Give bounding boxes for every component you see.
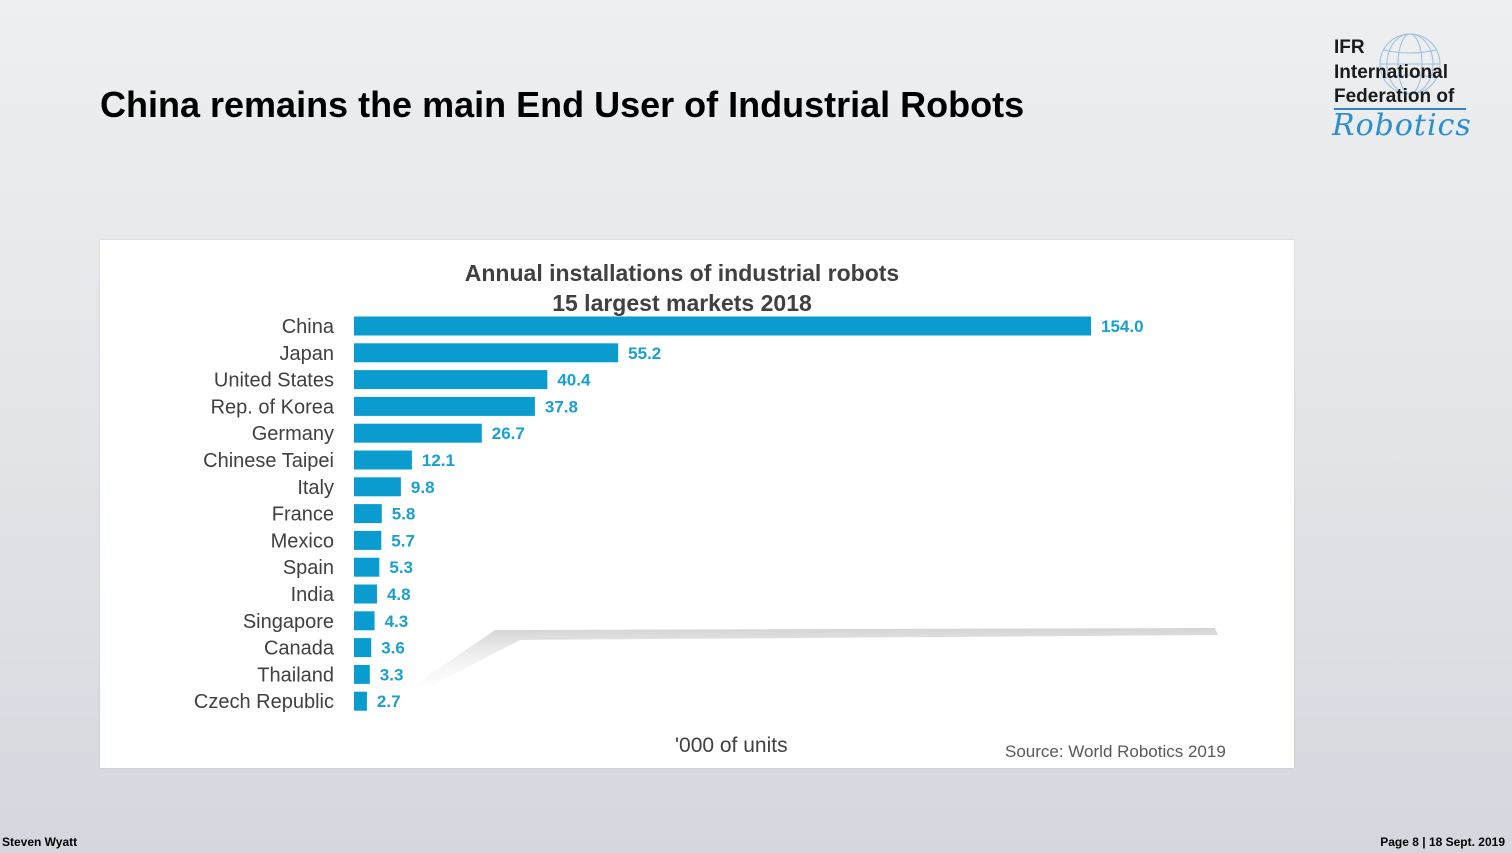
category-label: Chinese Taipei [203,450,334,472]
category-label: Canada [264,638,335,660]
bar [354,316,1091,336]
bar [354,530,382,550]
value-label: 5.3 [389,558,413,577]
chart-subtitle: 15 largest markets 2018 [552,290,812,316]
source-note: Source: World Robotics 2019 [1005,742,1226,761]
category-label: Czech Republic [194,691,334,713]
value-label: 9.8 [411,478,435,497]
page-number: Page 8 | 18 Sept. 2019 [1380,835,1505,849]
value-label: 5.8 [392,505,416,524]
value-label: 12.1 [422,451,455,470]
logo-robotics-script: Robotics [1332,108,1472,143]
chart-title: Annual installations of industrial robot… [464,260,900,286]
category-label: Spain [283,557,334,579]
value-label: 26.7 [492,424,525,443]
category-label: Italy [297,477,334,499]
ifr-logo: IFR International Federation of Robotics [1330,30,1500,145]
value-label: 40.4 [557,371,591,390]
presenter-name: Steven Wyatt [2,835,78,849]
bar-chart: China 154.0 Japan 55.2 United States 40.4 Rep.… [194,316,1218,713]
bar [354,477,401,497]
category-label: Germany [252,423,334,445]
bar [354,423,482,443]
logo-federation-text: Federation of [1334,86,1455,107]
category-label: United States [214,370,334,392]
value-label: 3.6 [381,639,405,658]
bar [354,504,382,524]
category-label: Japan [280,343,335,365]
globe-icon [1379,33,1441,95]
value-label: 55.2 [628,344,661,363]
bar [354,396,535,416]
bar [354,664,370,684]
bars-group: China 154.0 Japan 55.2 United States 40.4 Rep.… [194,316,1144,713]
value-label: 4.3 [385,612,409,631]
value-label: 4.8 [387,585,411,604]
category-label: Mexico [271,530,334,552]
bar [354,557,380,577]
category-label: France [272,504,334,526]
category-label: Thailand [257,664,334,686]
logo-international-text: International [1334,62,1449,83]
value-label: 5.7 [391,531,415,550]
category-label: Rep. of Korea [211,396,335,418]
logo-underline [1334,108,1466,110]
category-label: China [282,316,335,338]
value-label: 154.0 [1101,317,1144,336]
slide-title: China remains the main End User of Indus… [100,84,1025,125]
bar [354,343,619,363]
category-label: Singapore [243,611,334,633]
decorative-shadow [400,628,1218,702]
bar [354,691,367,711]
bar [354,584,377,604]
value-label: 3.3 [380,665,404,684]
chart-panel: China 154.0 Japan 55.2 United States 40.4 Rep.… [100,240,1294,768]
bar [354,370,548,390]
value-label: 37.8 [545,397,578,416]
bar [354,450,412,470]
category-label: India [291,584,335,606]
logo-ifr-text: IFR [1334,37,1365,58]
bar [354,638,372,658]
value-label: 2.7 [377,692,401,711]
bar [354,611,375,631]
x-axis-label: '000 of units [675,734,788,757]
